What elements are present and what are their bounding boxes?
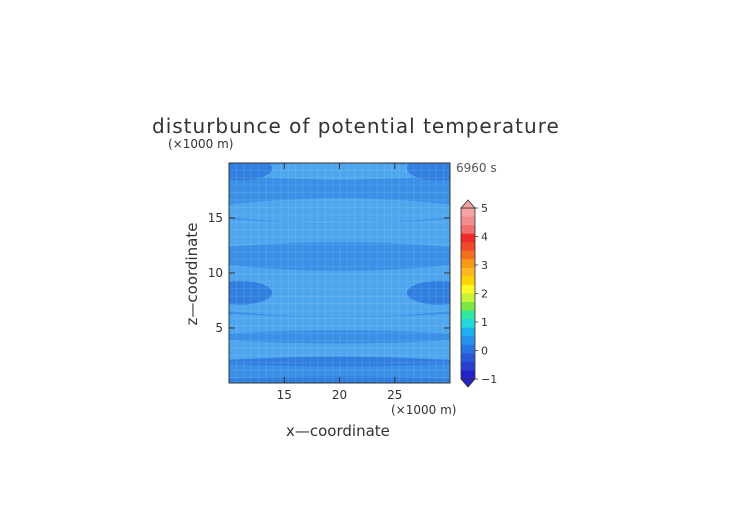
chart-title: disturbunce of potential temperature bbox=[152, 114, 560, 138]
x-tick-label: 15 bbox=[277, 388, 292, 402]
contour-pocket bbox=[406, 163, 450, 181]
x-tick-label: 20 bbox=[332, 388, 347, 402]
colorbar-segment bbox=[461, 336, 475, 346]
colorbar-segment bbox=[461, 370, 475, 380]
contour-band bbox=[229, 198, 450, 224]
y-tick-label: 15 bbox=[208, 211, 223, 225]
colorbar-label: 1 bbox=[481, 316, 488, 329]
contour-pocket bbox=[406, 280, 450, 305]
colorbar-segment bbox=[461, 216, 475, 226]
contour-pocket bbox=[229, 280, 273, 305]
colorbar-segment bbox=[461, 319, 475, 329]
colorbar-bottom-arrow bbox=[460, 378, 476, 388]
colorbar-label: 2 bbox=[481, 288, 488, 301]
colorbar-segment bbox=[461, 310, 475, 320]
contour-band bbox=[229, 364, 450, 379]
colorbar-segment bbox=[461, 233, 475, 243]
colorbar-segment bbox=[461, 353, 475, 363]
contour-pocket bbox=[229, 163, 273, 181]
y-unit-label: (×1000 m) bbox=[168, 137, 234, 151]
colorbar-top-arrow bbox=[460, 199, 476, 209]
y-tick-label: 5 bbox=[215, 321, 223, 335]
colorbar-segment bbox=[461, 361, 475, 371]
colorbar-segment bbox=[461, 225, 475, 235]
colorbar-segment bbox=[461, 284, 475, 294]
colorbar-segment bbox=[461, 344, 475, 354]
x-unit-label: (×1000 m) bbox=[391, 403, 457, 417]
colorbar-segment bbox=[461, 259, 475, 269]
colorbar-segment bbox=[461, 302, 475, 312]
time-label: 6960 s bbox=[456, 161, 497, 175]
colorbar-label: 0 bbox=[481, 345, 488, 358]
x-axis-label: x—coordinate bbox=[286, 422, 390, 440]
contour-band bbox=[229, 340, 450, 360]
colorbar-label: 5 bbox=[481, 202, 488, 215]
contour-band bbox=[229, 313, 450, 334]
contour-band bbox=[229, 242, 450, 271]
colorbar-segment bbox=[461, 242, 475, 252]
contour-band bbox=[229, 265, 450, 299]
contour-band bbox=[229, 356, 450, 367]
colorbar-label: 3 bbox=[481, 259, 488, 272]
x-tick-label: 25 bbox=[387, 388, 402, 402]
colorbar-segment bbox=[461, 276, 475, 286]
y-tick-label: 10 bbox=[208, 266, 223, 280]
contour-band bbox=[229, 330, 450, 344]
colorbar-label: 4 bbox=[481, 231, 488, 244]
contour-band bbox=[229, 292, 450, 317]
colorbar-segment bbox=[461, 293, 475, 303]
colorbar-segment bbox=[461, 208, 475, 218]
colorbar-segment bbox=[461, 267, 475, 277]
colorbar-label: −1 bbox=[481, 373, 497, 386]
contour-band bbox=[229, 174, 450, 203]
contour-field bbox=[229, 163, 450, 383]
colorbar-segment bbox=[461, 250, 475, 260]
colorbar-segment bbox=[461, 327, 475, 337]
contour-band bbox=[229, 218, 450, 247]
